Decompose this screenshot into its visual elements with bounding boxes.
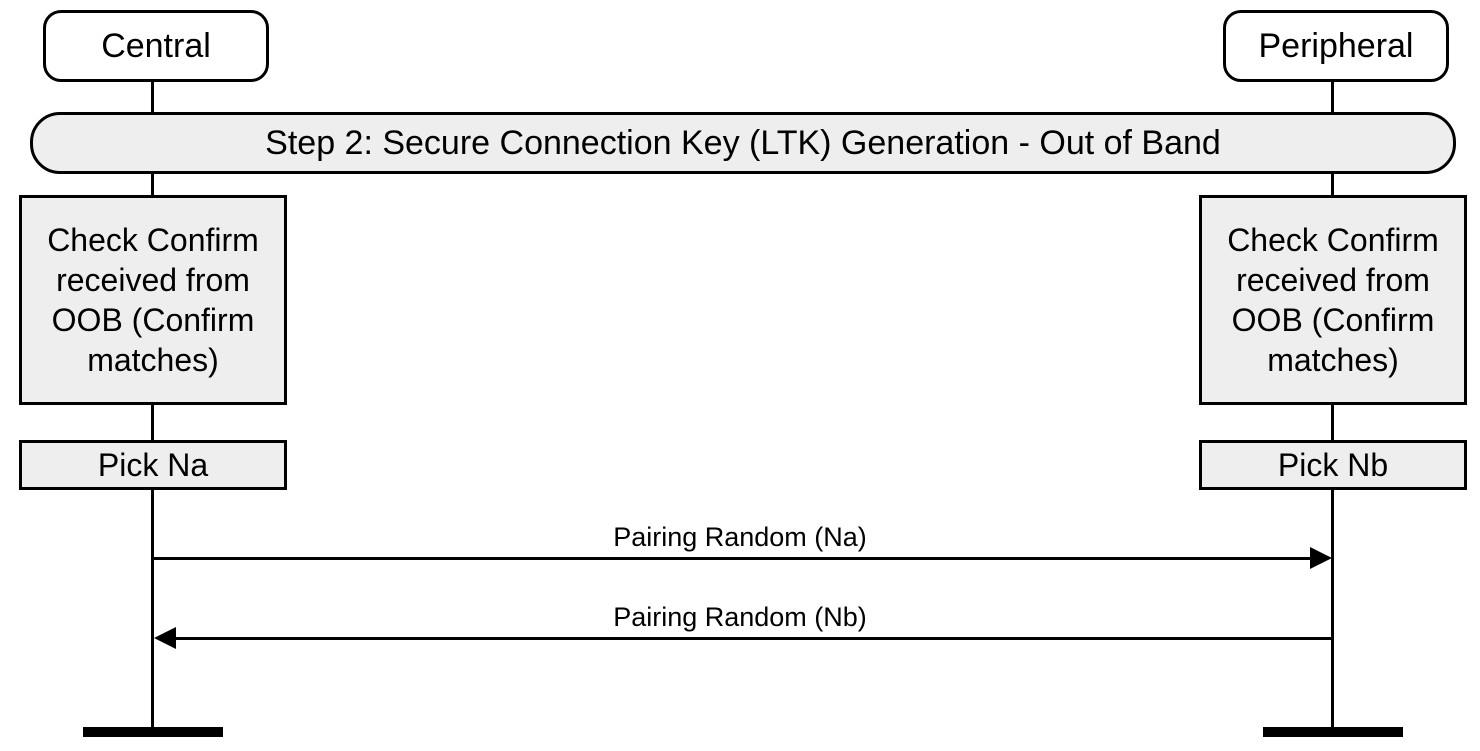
pick-box-central-label: Pick Na [98, 447, 208, 484]
check-box-peripheral: Check Confirm received from OOB (Confirm… [1199, 195, 1467, 405]
message-na-arrow [1310, 547, 1332, 569]
message-na-line [154, 557, 1312, 560]
message-nb-arrow [154, 627, 176, 649]
actor-peripheral-label: Peripheral [1259, 27, 1414, 66]
actor-central-label: Central [101, 27, 211, 66]
pick-box-peripheral-label: Pick Nb [1278, 447, 1388, 484]
sequence-diagram: Central Peripheral Step 2: Secure Connec… [0, 0, 1480, 751]
check-box-central: Check Confirm received from OOB (Confirm… [19, 195, 287, 405]
actor-peripheral: Peripheral [1223, 10, 1449, 82]
actor-central: Central [43, 10, 269, 82]
step-title-label: Step 2: Secure Connection Key (LTK) Gene… [265, 124, 1221, 163]
message-nb-line [174, 637, 1332, 640]
lifeline-central [151, 490, 154, 727]
lifeline-central [151, 405, 154, 440]
check-box-peripheral-label: Check Confirm received from OOB (Confirm… [1208, 220, 1458, 380]
check-box-central-label: Check Confirm received from OOB (Confirm… [28, 220, 278, 380]
step-title-bar: Step 2: Secure Connection Key (LTK) Gene… [30, 112, 1456, 174]
message-na-label: Pairing Random (Na) [590, 522, 890, 553]
end-cap-central [83, 727, 223, 737]
lifeline-peripheral [1331, 490, 1334, 727]
pick-box-peripheral: Pick Nb [1199, 440, 1467, 490]
end-cap-peripheral [1263, 727, 1403, 737]
message-nb-label: Pairing Random (Nb) [590, 602, 890, 633]
pick-box-central: Pick Na [19, 440, 287, 490]
lifeline-peripheral [1331, 405, 1334, 440]
